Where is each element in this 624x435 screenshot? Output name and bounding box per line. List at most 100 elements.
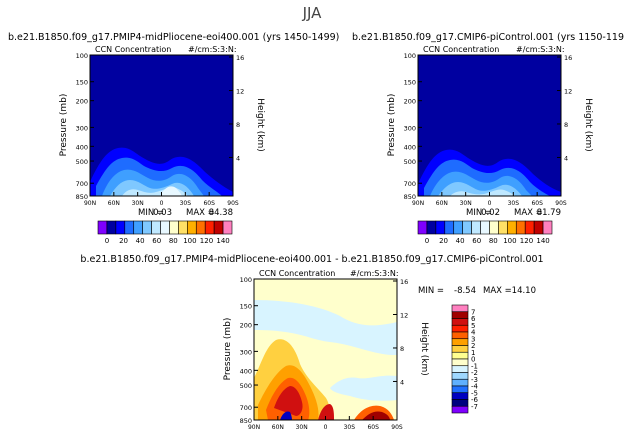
colorbar-label: 140 [536,237,549,245]
y-tick-label-right: 8 [564,121,568,129]
colorbar-box [213,220,224,235]
colorbar-label: 3 [471,335,475,343]
colorbar-label: 20 [439,237,448,245]
y-tick-label-right: 16 [236,54,244,62]
colorbar-box [426,220,437,235]
y-tick-label: 200 [240,322,252,330]
colorbar-label: 140 [216,237,229,245]
colorbar-box [471,220,481,235]
min-value: -8.54 [454,286,476,296]
plot-field [418,55,561,196]
colorbar-box [524,220,535,235]
x-tick-label: 90S [227,200,239,207]
colorbar-box [451,399,469,407]
y-tick-label: 100 [404,52,416,60]
panel-title: b.e21.B1850.f09_g17.CMIP6-piControl.001 … [352,32,624,43]
x-tick-label: 60N [108,200,120,207]
colorbar-box [451,318,469,326]
colorbar-label: 100 [503,237,516,245]
y-axis-label: Pressure (mb) [387,94,397,157]
colorbar-box [142,220,152,235]
variable-label: CCN Concentration [95,45,171,54]
y-tick-label-right: 8 [236,121,240,129]
colorbar-box [542,220,553,235]
y-tick-label: 400 [76,143,88,151]
colorbar-label: 60 [472,237,481,245]
y-tick-label-right: 12 [400,311,408,319]
colorbar-label: -1 [471,362,478,370]
x-tick-label: 60S [531,200,543,207]
colorbar-box [451,405,469,414]
colorbar-box [451,324,469,333]
plot-field [90,55,233,196]
y-tick-label: 500 [240,382,252,390]
y-tick-label: 300 [76,124,88,132]
max-value: 14.10 [512,286,536,296]
x-tick-label: 30S [344,424,356,431]
y-axis-label: Pressure (mb) [59,94,69,157]
colorbar-box [97,220,108,235]
colorbar-box [533,220,544,235]
x-tick-label: 90N [84,200,96,207]
colorbar-box [451,378,469,387]
plot-field [254,279,397,420]
y-tick-label: 300 [404,124,416,132]
colorbar-label: 4 [471,329,476,337]
x-tick-label: 60S [367,424,379,431]
colorbar-label: -5 [471,389,478,397]
colorbar-box [195,220,206,235]
panel-difference: b.e21.B1850.f09_g17.PMIP4-midPliocene-eo… [80,254,543,431]
y-tick-label: 400 [404,143,416,151]
colorbar-box [435,220,446,235]
colorbar-box [106,220,117,235]
colorbar-label: -7 [471,403,478,411]
colorbar-box [204,220,215,235]
colorbar-label: 7 [471,308,475,316]
min-label: MIN = [466,208,492,218]
min-value: 0.02 [481,208,500,218]
field-contour [280,411,292,420]
page-title: JJA [302,4,323,22]
colorbar-label: 20 [119,237,128,245]
colorbar-box [489,220,499,235]
colorbar-box [417,220,428,235]
y-tick-label: 150 [76,79,88,87]
colorbar-box [187,220,197,235]
colorbar-box [462,220,472,235]
x-tick-label: 30N [296,424,308,431]
field-contour [254,300,397,356]
y-tick-label-right: 12 [564,87,572,95]
colorbar-label: 0 [425,237,429,245]
colorbar-box [222,220,233,235]
colorbar-box [124,220,135,235]
colorbar-box [151,220,161,235]
x-tick-label: 90N [412,200,424,207]
panel-title: b.e21.B1850.f09_g17.PMIP4-midPliocene-eo… [8,32,339,43]
y-tick-label: 700 [240,404,252,412]
y-axis-label: Pressure (mb) [223,318,233,381]
panel-picontrol: b.e21.B1850.f09_g17.CMIP6-piControl.001 … [352,32,624,245]
y-tick-label: 500 [404,158,416,166]
colorbar: 0 20 40 60 80 100 120 140 [97,220,233,245]
variable-label: CCN Concentration [423,45,499,54]
field-contour [362,411,390,420]
colorbar-box [133,220,143,235]
colorbar-label: 120 [200,237,213,245]
x-tick-label: 90S [391,424,403,431]
y-axis-label-right: Height (km) [583,98,593,152]
y-tick-label-right: 4 [564,154,568,162]
y-tick-label: 100 [76,52,88,60]
colorbar-label: 0 [471,356,475,364]
x-tick-label: 30N [460,200,472,207]
colorbar-box [515,220,526,235]
colorbar: 0 20 40 60 80 100 120 140 [417,220,553,245]
x-tick-label: 0 [324,424,328,431]
colorbar-box [451,345,469,353]
x-tick-label: 30S [180,200,192,207]
colorbar-box [451,372,469,380]
y-axis-label-right: Height (km) [255,98,265,152]
field-contour [160,186,182,196]
colorbar-box [507,220,517,235]
y-tick-label: 100 [240,276,252,284]
